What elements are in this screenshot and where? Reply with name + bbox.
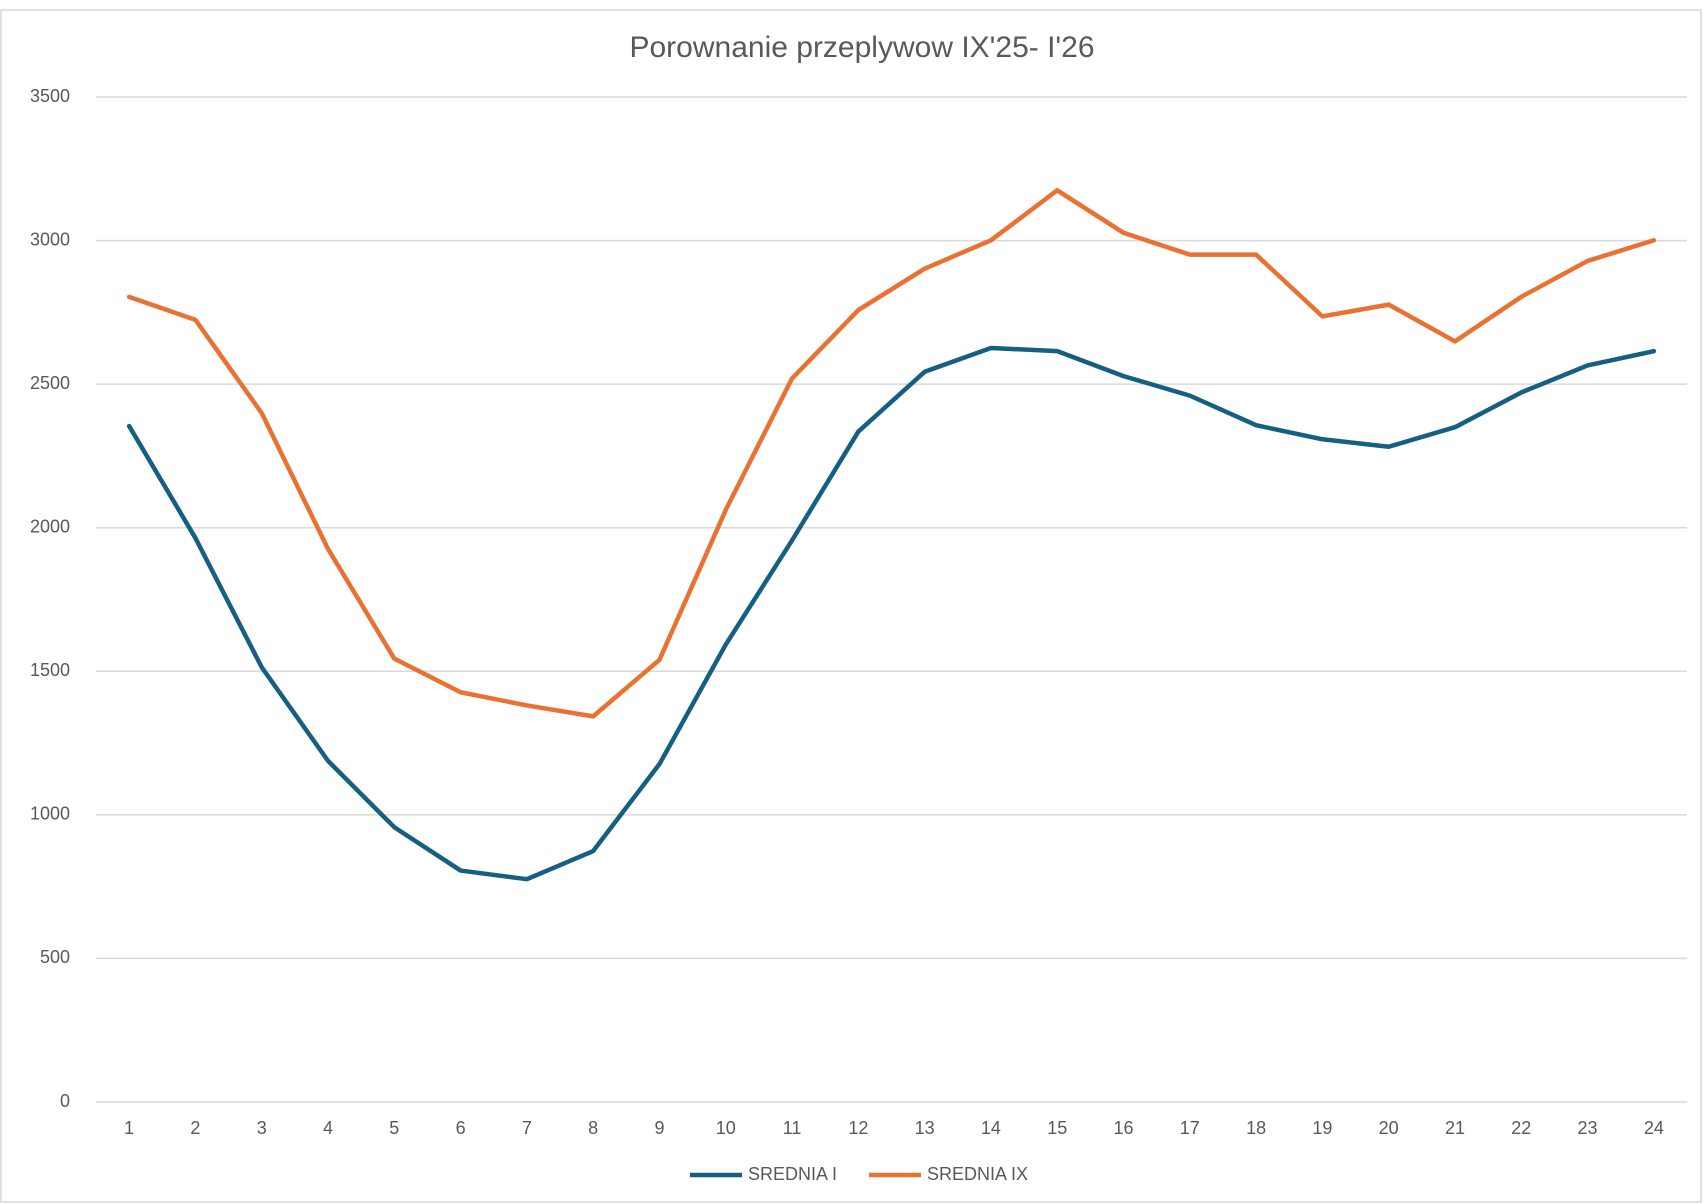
x-tick-label: 24 bbox=[1644, 1118, 1664, 1138]
x-tick-label: 12 bbox=[848, 1118, 868, 1138]
y-tick-label: 2500 bbox=[30, 373, 70, 393]
y-tick-label: 3500 bbox=[30, 86, 70, 106]
x-tick-label: 1 bbox=[124, 1118, 134, 1138]
x-tick-label: 18 bbox=[1246, 1118, 1266, 1138]
legend-label: SREDNIA IX bbox=[927, 1164, 1028, 1184]
chart-frame bbox=[0, 9, 1702, 1203]
chart-title: Porownanie przeplywow IX'25- I'26 bbox=[629, 31, 1094, 64]
y-tick-label: 2000 bbox=[30, 516, 70, 536]
x-tick-label: 14 bbox=[981, 1118, 1001, 1138]
x-tick-label: 23 bbox=[1578, 1118, 1598, 1138]
x-tick-label: 19 bbox=[1312, 1118, 1332, 1138]
x-tick-label: 7 bbox=[522, 1118, 532, 1138]
x-tick-label: 11 bbox=[783, 1118, 802, 1138]
y-tick-label: 0 bbox=[60, 1091, 70, 1111]
y-tick-label: 1000 bbox=[30, 804, 70, 824]
x-tick-label: 17 bbox=[1180, 1118, 1200, 1138]
series-line bbox=[126, 345, 1657, 882]
legend-label: SREDNIA I bbox=[748, 1164, 837, 1184]
x-tick-label: 16 bbox=[1114, 1118, 1134, 1138]
x-tick-label: 3 bbox=[257, 1118, 267, 1138]
x-tick-label: 2 bbox=[190, 1118, 200, 1138]
series-line bbox=[126, 188, 1657, 719]
y-tick-label: 3000 bbox=[30, 229, 70, 249]
x-tick-label: 5 bbox=[389, 1118, 399, 1138]
y-tick-label: 1500 bbox=[30, 660, 70, 680]
x-tick-label: 20 bbox=[1379, 1118, 1399, 1138]
x-tick-label: 10 bbox=[716, 1118, 736, 1138]
y-tick-label: 500 bbox=[40, 947, 70, 967]
x-tick-label: 13 bbox=[915, 1118, 935, 1138]
x-tick-label: 4 bbox=[323, 1118, 333, 1138]
x-tick-label: 8 bbox=[588, 1118, 598, 1138]
x-tick-label: 6 bbox=[456, 1118, 466, 1138]
x-tick-label: 22 bbox=[1511, 1118, 1531, 1138]
x-tick-label: 21 bbox=[1445, 1118, 1465, 1138]
x-tick-label: 9 bbox=[654, 1118, 664, 1138]
x-tick-label: 15 bbox=[1047, 1118, 1067, 1138]
